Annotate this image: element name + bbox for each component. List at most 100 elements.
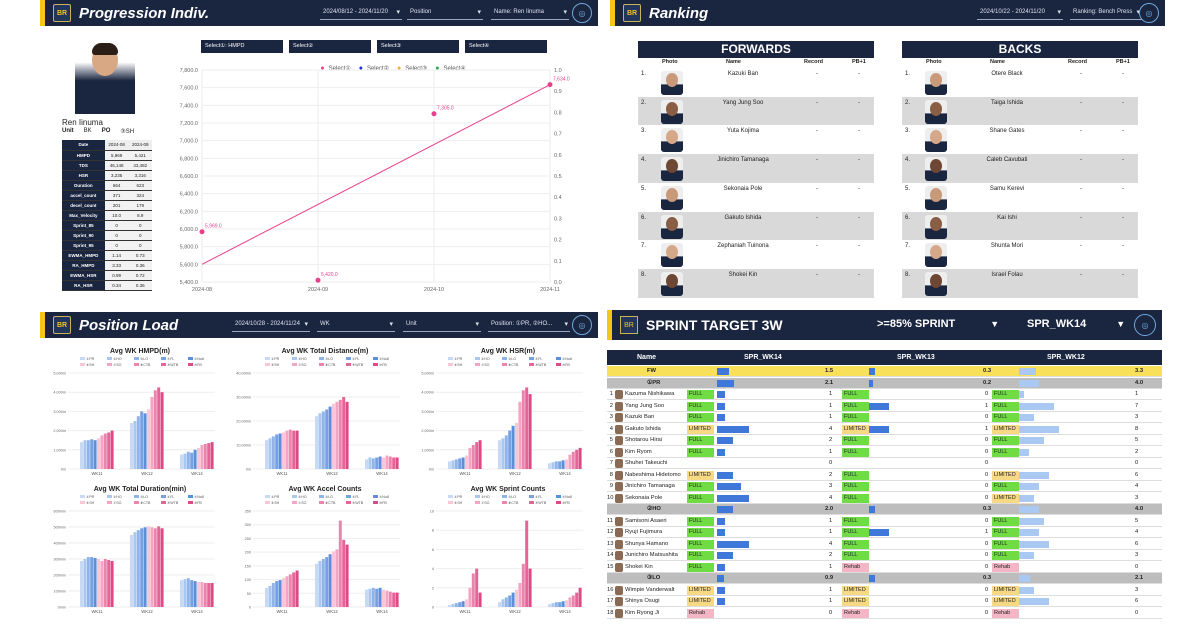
bar[interactable] bbox=[207, 443, 211, 469]
bar[interactable] bbox=[133, 421, 137, 469]
bar[interactable] bbox=[200, 582, 204, 607]
bar[interactable] bbox=[388, 591, 392, 607]
bar[interactable] bbox=[288, 574, 292, 607]
bar[interactable] bbox=[133, 532, 137, 607]
bar[interactable] bbox=[160, 528, 164, 607]
bar[interactable] bbox=[110, 560, 114, 607]
ranking-row[interactable]: 2. Yang Jung Soo - - bbox=[638, 96, 874, 126]
ranking-row[interactable]: 5. Samu Kerevi - - bbox=[902, 182, 1138, 212]
player-row[interactable]: 13 Shunya Hamano FULL 4 FULL 0 FULL 6 bbox=[607, 538, 1162, 550]
ranking-row[interactable]: 3. Shane Gates - - bbox=[902, 125, 1138, 155]
bar[interactable] bbox=[180, 454, 183, 469]
bar[interactable] bbox=[186, 578, 190, 607]
bar[interactable] bbox=[498, 602, 501, 607]
bar[interactable] bbox=[451, 460, 455, 469]
metric-filter[interactable]: Ranking: Bench Press bbox=[1070, 6, 1142, 20]
player-row[interactable]: 17 Shinya Osugi LIMITED 1 LIMITED 0 LIMITED 6 bbox=[607, 596, 1162, 608]
bar[interactable] bbox=[140, 411, 144, 469]
bar[interactable] bbox=[335, 549, 339, 607]
bar[interactable] bbox=[136, 416, 140, 469]
bar[interactable] bbox=[371, 458, 375, 469]
bar[interactable] bbox=[321, 559, 325, 607]
bar[interactable] bbox=[325, 409, 329, 469]
date-range-filter[interactable]: 2024/08/12 - 2024/11/20 bbox=[320, 6, 402, 20]
bar[interactable] bbox=[90, 439, 94, 469]
bar[interactable] bbox=[461, 457, 465, 469]
ranking-row[interactable]: 6. Gakuto Ishida - - bbox=[638, 211, 874, 241]
subgroup-row[interactable]: ②HO 2.0 0.3 4.0 bbox=[607, 504, 1162, 516]
bar[interactable] bbox=[568, 597, 572, 607]
ranking-row[interactable]: 7. Zephaniah Tuinona - - bbox=[638, 240, 874, 269]
player-row[interactable]: 5 Shotarou Hirai FULL 2 FULL 0 FULL 5 bbox=[607, 435, 1162, 447]
bar[interactable] bbox=[107, 559, 111, 607]
bar[interactable] bbox=[190, 580, 194, 607]
bar[interactable] bbox=[518, 583, 522, 607]
bar[interactable] bbox=[368, 457, 372, 469]
bar[interactable] bbox=[365, 459, 368, 469]
bar[interactable] bbox=[153, 390, 157, 469]
bar[interactable] bbox=[515, 589, 518, 607]
bar[interactable] bbox=[275, 581, 279, 607]
bar[interactable] bbox=[80, 560, 83, 607]
bar[interactable] bbox=[83, 559, 87, 607]
data-point[interactable] bbox=[315, 277, 321, 283]
bar[interactable] bbox=[136, 530, 140, 607]
bar[interactable] bbox=[568, 454, 572, 469]
bar[interactable] bbox=[371, 587, 375, 607]
bar[interactable] bbox=[193, 581, 197, 607]
ranking-row[interactable]: 1. Kazuki Ban - - bbox=[638, 68, 874, 97]
bar[interactable] bbox=[97, 438, 100, 469]
player-row[interactable]: 11 Samisoni Asaeri FULL 1 FULL 0 FULL 5 bbox=[607, 515, 1162, 527]
bar[interactable] bbox=[200, 445, 204, 469]
bar[interactable] bbox=[554, 602, 558, 607]
bar[interactable] bbox=[475, 568, 479, 607]
bar[interactable] bbox=[392, 457, 396, 469]
player-row[interactable]: 8 Nabeshima Hidetomo LIMITED 2 FULL 0 LIMITED 6 bbox=[607, 469, 1162, 481]
bar[interactable] bbox=[332, 403, 335, 469]
bar[interactable] bbox=[508, 430, 512, 469]
bar[interactable] bbox=[282, 432, 285, 469]
bar[interactable] bbox=[471, 445, 475, 469]
bar[interactable] bbox=[275, 434, 279, 469]
bar[interactable] bbox=[521, 390, 525, 469]
bar[interactable] bbox=[448, 461, 451, 469]
bar[interactable] bbox=[147, 526, 150, 607]
player-row[interactable]: 10 Sekonaia Pole FULL 4 FULL 0 LIMITED 3 bbox=[607, 492, 1162, 504]
bar[interactable] bbox=[475, 442, 479, 469]
data-point[interactable] bbox=[431, 111, 437, 117]
bar[interactable] bbox=[525, 520, 529, 607]
bar[interactable] bbox=[315, 416, 318, 469]
bar[interactable] bbox=[385, 455, 389, 469]
bar[interactable] bbox=[328, 554, 332, 607]
ranking-row[interactable]: 5. Sekonaia Pole - - bbox=[638, 182, 874, 212]
bar[interactable] bbox=[143, 413, 147, 469]
bar[interactable] bbox=[551, 462, 555, 469]
ranking-row[interactable]: 7. Shunta Mori - - bbox=[902, 240, 1138, 269]
bar[interactable] bbox=[197, 582, 200, 607]
bar[interactable] bbox=[382, 457, 385, 469]
bar[interactable] bbox=[130, 422, 133, 469]
bar[interactable] bbox=[315, 563, 318, 607]
bar[interactable] bbox=[103, 559, 107, 607]
bar[interactable] bbox=[382, 589, 385, 607]
ranking-row[interactable]: 2. Taiga Ishida - - bbox=[902, 96, 1138, 126]
bar[interactable] bbox=[207, 583, 211, 607]
bar[interactable] bbox=[130, 535, 133, 607]
data-point[interactable] bbox=[547, 82, 553, 88]
player-row[interactable]: 12 Ryuji Fujimura FULL 1 FULL 1 FULL 4 bbox=[607, 527, 1162, 539]
bar[interactable] bbox=[110, 430, 114, 469]
player-row[interactable]: 16 Wimpie Vanderwalt LIMITED 1 LIMITED 0 LIMIT… bbox=[607, 584, 1162, 596]
bar[interactable] bbox=[458, 458, 462, 469]
bar[interactable] bbox=[140, 528, 144, 607]
player-row[interactable]: 18 Kim Ryong Ji Rehab 0 Rehab 0 Rehab 0 bbox=[607, 607, 1162, 619]
bar[interactable] bbox=[345, 401, 349, 469]
bar[interactable] bbox=[365, 589, 368, 607]
bar[interactable] bbox=[571, 595, 575, 607]
ranking-row[interactable]: 8. Shokei Kin - - bbox=[638, 268, 874, 298]
bar[interactable] bbox=[465, 599, 468, 607]
bar[interactable] bbox=[90, 557, 94, 607]
bar[interactable] bbox=[508, 595, 512, 607]
bar[interactable] bbox=[468, 587, 472, 607]
bar[interactable] bbox=[451, 604, 455, 607]
bar[interactable] bbox=[342, 397, 346, 469]
